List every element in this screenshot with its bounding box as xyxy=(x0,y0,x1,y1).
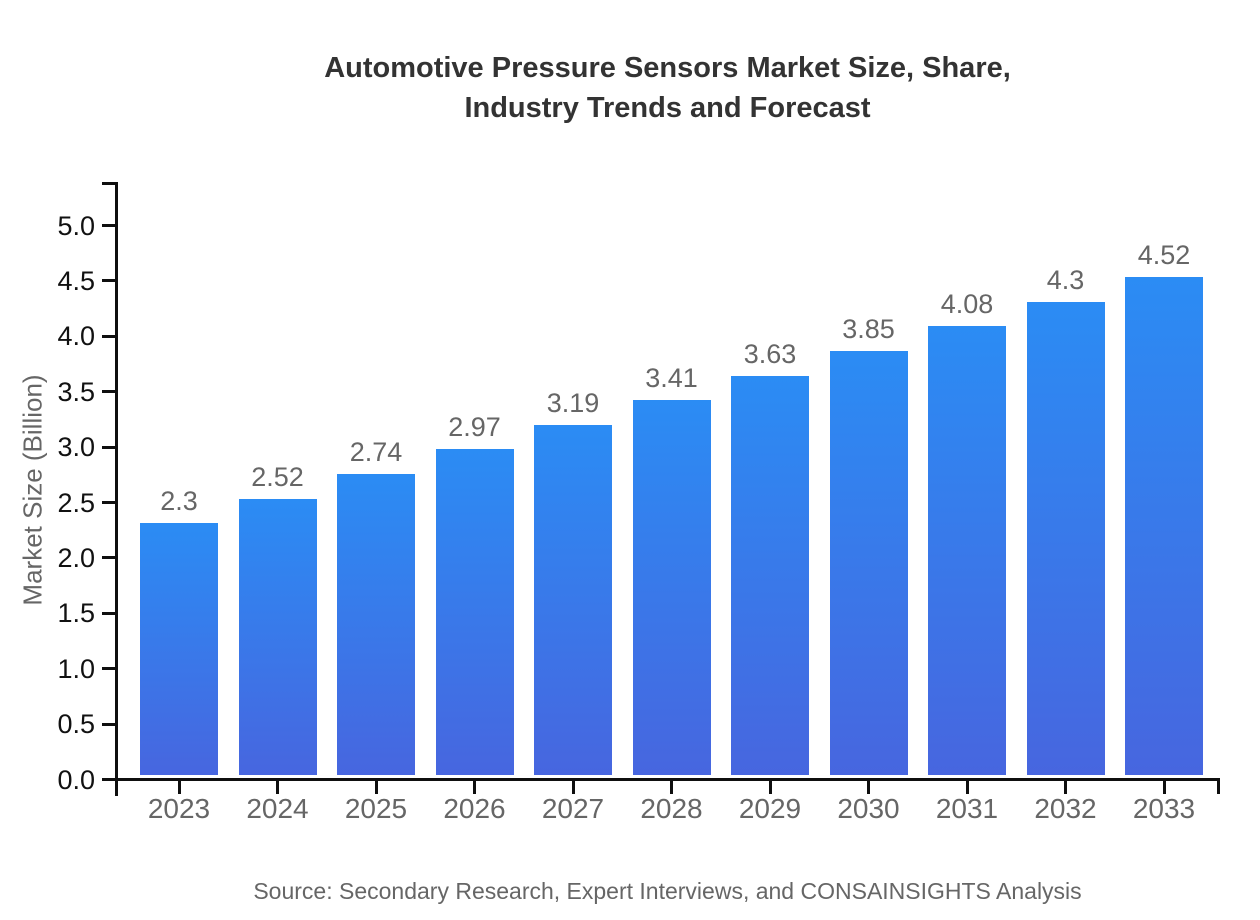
x-tick xyxy=(571,781,575,794)
bar-value-label: 4.08 xyxy=(940,288,994,319)
bar xyxy=(435,448,514,775)
bar xyxy=(534,424,612,775)
bar xyxy=(140,523,218,775)
bar-value-label: 3.63 xyxy=(743,338,797,369)
x-tick xyxy=(1162,781,1166,794)
bar-value-label: 3.41 xyxy=(645,363,698,394)
x-axis-right-end-tick xyxy=(1217,781,1220,794)
chart-title-line-2: Industry Trends and Forecast xyxy=(464,92,871,124)
x-category-label: 2031 xyxy=(935,793,999,824)
y-tick-label: 4.5 xyxy=(57,265,95,296)
bar-value-label: 2.3 xyxy=(160,486,198,517)
y-tick xyxy=(102,279,115,283)
x-tick xyxy=(473,781,476,794)
x-category-label: 2030 xyxy=(837,793,900,824)
x-tick xyxy=(768,781,772,794)
bar-value-label: 2.74 xyxy=(349,437,403,468)
bar xyxy=(928,325,1006,775)
x-category-label: 2024 xyxy=(246,793,309,824)
x-tick xyxy=(670,781,673,794)
bar-value-label: 2.97 xyxy=(448,411,501,442)
y-tick-label: 4.0 xyxy=(57,321,95,352)
y-tick-label: 5.0 xyxy=(57,210,95,241)
x-category-label: 2032 xyxy=(1034,793,1097,824)
y-tick xyxy=(102,778,115,781)
chart-title-line-1: Automotive Pressure Sensors Market Size,… xyxy=(324,52,1011,84)
bar-value-label: 2.52 xyxy=(251,461,304,492)
bar-value-label: 4.52 xyxy=(1137,240,1191,271)
y-tick-label: 2.5 xyxy=(57,487,95,518)
x-category-label: 2029 xyxy=(738,793,802,824)
y-tick xyxy=(102,556,115,560)
bar xyxy=(632,400,711,775)
x-category-label: 2028 xyxy=(640,793,703,824)
x-tick xyxy=(965,781,969,794)
x-tick xyxy=(867,781,870,794)
y-tick-label: 3.5 xyxy=(57,376,95,407)
y-tick xyxy=(102,501,115,504)
bar xyxy=(829,351,908,775)
bar xyxy=(238,498,317,775)
x-tick xyxy=(276,781,279,794)
bar-value-label: 3.85 xyxy=(842,314,895,345)
y-tick xyxy=(102,390,115,394)
x-category-label: 2027 xyxy=(541,793,605,824)
y-tick-label: 1.5 xyxy=(57,598,95,629)
x-category-label: 2026 xyxy=(443,793,506,824)
x-tick xyxy=(177,781,181,794)
x-tick xyxy=(1064,781,1067,794)
y-tick-label: 2.0 xyxy=(57,542,95,573)
y-tick xyxy=(102,224,115,227)
y-tick xyxy=(102,722,115,726)
bar-value-label: 4.3 xyxy=(1046,264,1085,295)
y-tick-label: 3.0 xyxy=(57,432,95,463)
chart-title: Automotive Pressure Sensors Market Size,… xyxy=(115,48,1220,128)
x-category-label: 2025 xyxy=(344,793,408,824)
x-axis-line xyxy=(115,778,1220,781)
y-tick-label: 0.5 xyxy=(57,709,95,740)
y-tick xyxy=(102,334,115,338)
plot-area: 0.0 0.5 1.0 1.5 2.0 2.5 3.0 3.5 4.0 4.5 5.0 2.3 2023… xyxy=(57,182,1220,824)
bar xyxy=(1125,277,1203,775)
bar-value-label: 3.19 xyxy=(546,387,600,418)
source-note: Source: Secondary Research, Expert Inter… xyxy=(253,878,1082,904)
x-tick xyxy=(374,781,378,794)
y-tick-label: 0.0 xyxy=(57,764,95,795)
y-axis-top-end-tick xyxy=(102,182,115,185)
y-tick xyxy=(102,667,115,671)
bar xyxy=(337,474,415,775)
bar xyxy=(731,375,809,775)
bar xyxy=(1026,301,1105,775)
y-axis-line xyxy=(115,182,118,796)
y-tick xyxy=(102,611,115,615)
y-tick-label: 1.0 xyxy=(57,653,95,684)
y-tick xyxy=(102,445,115,449)
x-category-label: 2033 xyxy=(1132,793,1196,824)
x-category-label: 2023 xyxy=(147,793,211,824)
